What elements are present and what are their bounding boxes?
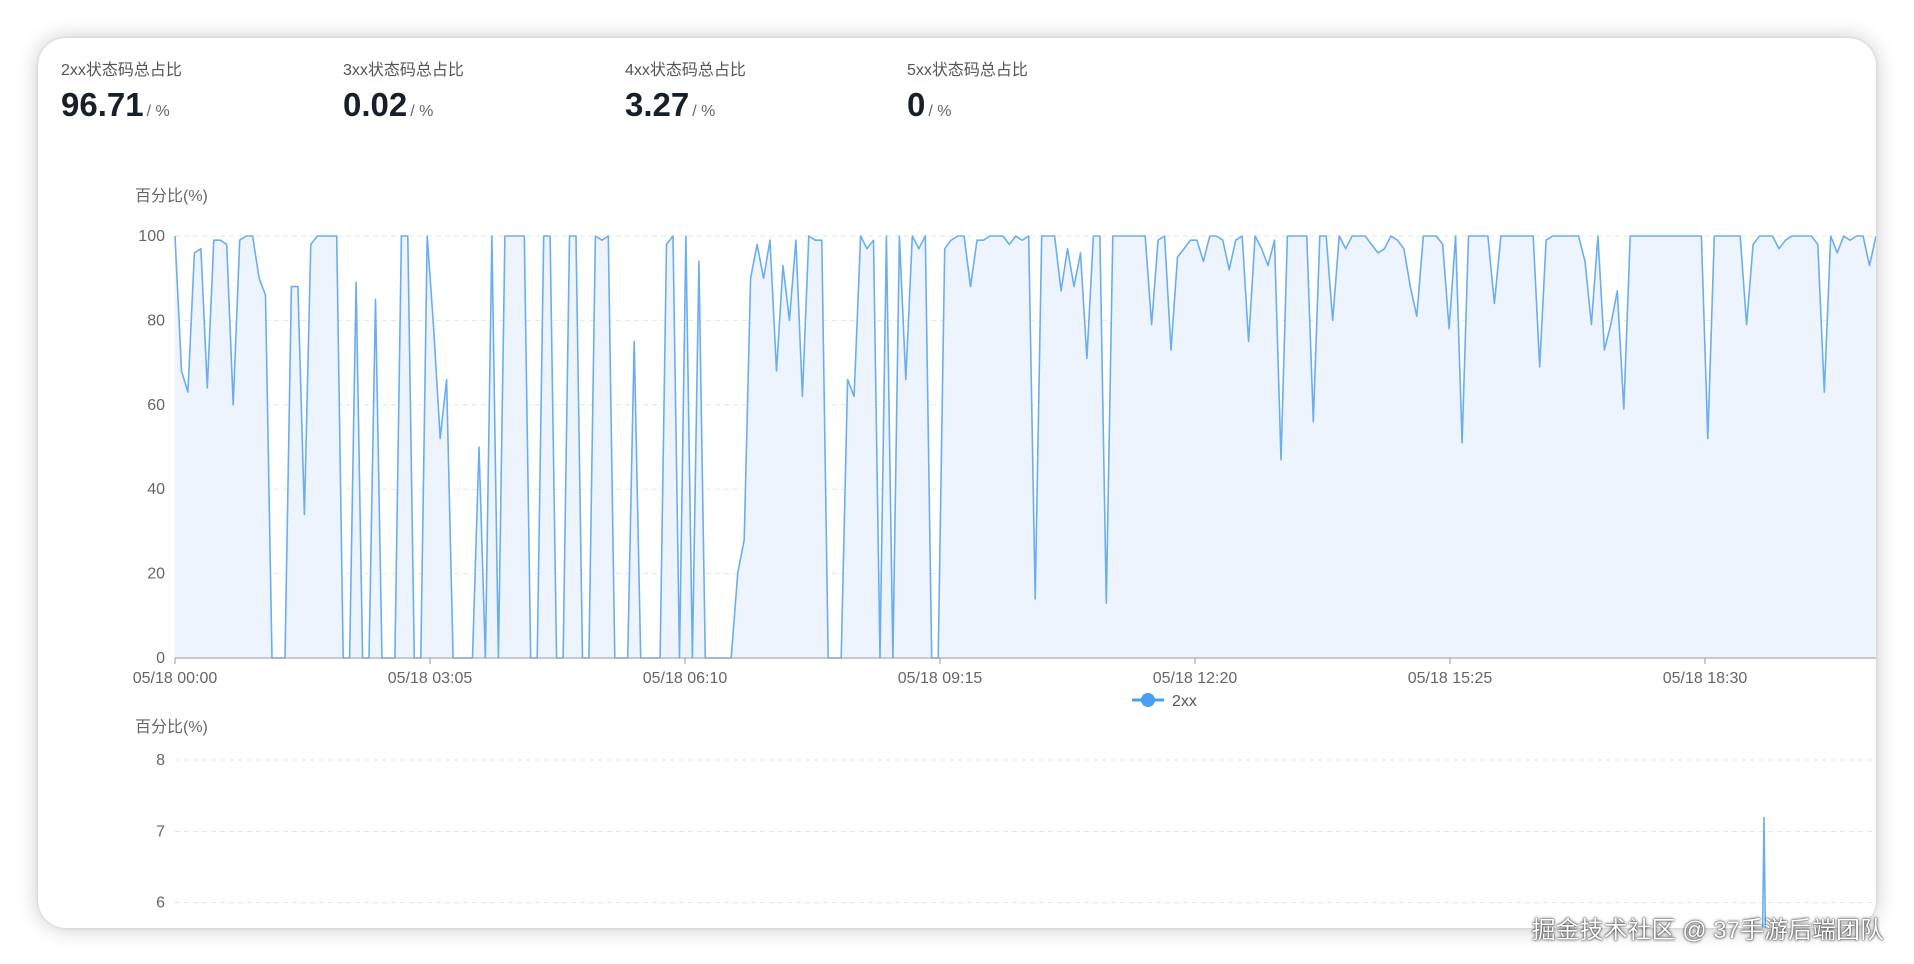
stat-4xx: 4xx状态码总占比 3.27/ % xyxy=(625,56,746,124)
y-axis-title: 百分比(%) xyxy=(135,187,208,205)
x-tick-label: 05/18 18:30 xyxy=(1663,670,1748,687)
stat-5xx-value: 0 xyxy=(907,86,926,123)
y-tick-label: 8 xyxy=(156,752,165,769)
legend-marker-dot xyxy=(1141,693,1155,707)
y-tick-label: 100 xyxy=(138,228,165,245)
stat-4xx-unit: / % xyxy=(692,103,716,120)
x-tick-label: 05/18 09:15 xyxy=(898,670,983,687)
y-tick-label: 60 xyxy=(147,397,165,414)
y-tick-label: 40 xyxy=(147,481,165,498)
chart-2xx-percentage: 百分比(%) 0 20 40 60 80 100 05/18 00:00 05/18 03:05… xyxy=(133,187,1876,710)
stat-4xx-label: 4xx状态码总占比 xyxy=(625,62,746,79)
watermark: 掘金技术社区 @ 37手游后端团队 xyxy=(1531,917,1884,944)
stat-3xx-value: 0.02 xyxy=(343,86,408,123)
x-tick-label: 05/18 12:20 xyxy=(1153,670,1238,687)
y-tick-label: 0 xyxy=(156,650,165,667)
stat-4xx-value: 3.27 xyxy=(625,86,690,123)
stat-2xx-unit: / % xyxy=(146,103,170,120)
stat-2xx-value: 96.71 xyxy=(61,86,144,123)
x-tick-label: 05/18 03:05 xyxy=(388,670,473,687)
y-tick-label: 80 xyxy=(147,312,165,329)
x-tick-label: 05/18 06:10 xyxy=(643,670,728,687)
x-tick-label: 05/18 15:25 xyxy=(1408,670,1493,687)
y-tick-label: 7 xyxy=(156,823,165,840)
stat-2xx-label: 2xx状态码总占比 xyxy=(61,62,182,79)
stat-3xx-label: 3xx状态码总占比 xyxy=(343,62,464,79)
legend-label-2xx: 2xx xyxy=(1172,693,1197,710)
series-area-2xx xyxy=(175,236,1876,658)
y-axis-title: 百分比(%) xyxy=(135,718,208,736)
stat-5xx-unit: / % xyxy=(928,103,952,120)
stat-5xx: 5xx状态码总占比 0/ % xyxy=(907,56,1028,124)
stat-3xx-unit: / % xyxy=(410,103,434,120)
chart-secondary-percentage: 百分比(%)5678 xyxy=(135,718,1876,928)
stat-2xx: 2xx状态码总占比 96.71/ % xyxy=(61,56,182,124)
stat-5xx-label: 5xx状态码总占比 xyxy=(907,62,1028,79)
y-tick-label: 6 xyxy=(156,895,165,912)
y-tick-label: 20 xyxy=(147,566,165,583)
x-tick-label: 05/18 00:00 xyxy=(133,670,218,687)
series-spike xyxy=(1761,817,1767,928)
status-code-panel: 2xx状态码总占比 96.71/ % 3xx状态码总占比 0.02/ % 4xx… xyxy=(38,38,1876,928)
stat-3xx: 3xx状态码总占比 0.02/ % xyxy=(343,56,464,124)
